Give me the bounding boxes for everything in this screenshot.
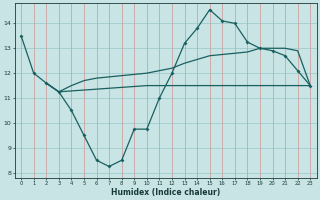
X-axis label: Humidex (Indice chaleur): Humidex (Indice chaleur) [111, 188, 220, 197]
